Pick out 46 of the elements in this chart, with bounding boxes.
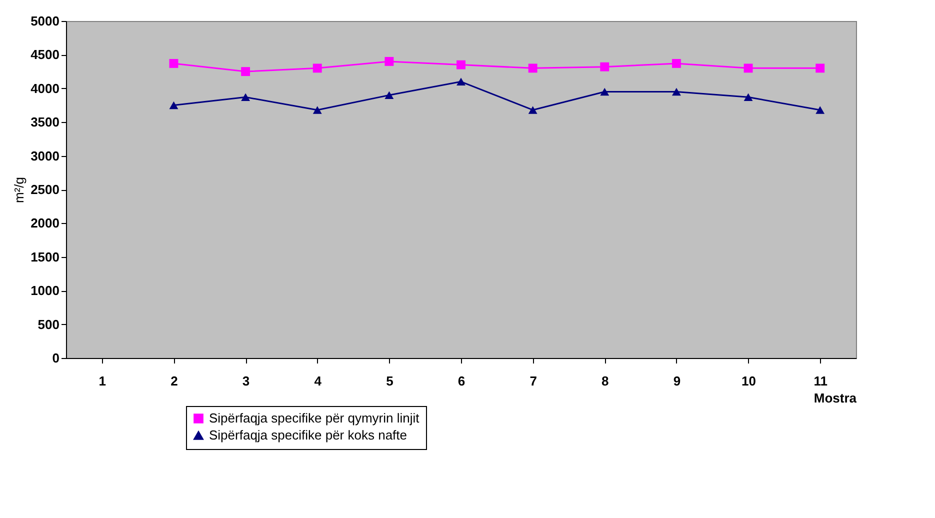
y-tick-label: 5000 bbox=[30, 14, 60, 28]
y-tick-label: 4000 bbox=[30, 80, 60, 96]
point bbox=[169, 101, 178, 110]
y-tick-label: 4500 bbox=[30, 47, 60, 62]
point bbox=[744, 93, 753, 102]
x-tick-label: 8 bbox=[602, 374, 609, 388]
y-tick-label: 500 bbox=[38, 316, 60, 332]
point bbox=[312, 106, 322, 114]
x-axis-title: Mostra bbox=[814, 390, 858, 406]
x-tick-label: 6 bbox=[458, 374, 466, 388]
y-tick-label: 1500 bbox=[30, 249, 60, 264]
point bbox=[528, 64, 538, 73]
point bbox=[672, 58, 681, 68]
x-tick-label: 1 bbox=[98, 374, 106, 388]
point bbox=[672, 88, 681, 96]
x-tick-label: 10 bbox=[742, 374, 756, 388]
x-tick-label: 9 bbox=[673, 374, 681, 388]
point bbox=[456, 78, 466, 86]
point bbox=[169, 58, 178, 68]
y-tick-label: 0 bbox=[52, 350, 60, 366]
point bbox=[600, 62, 610, 72]
point bbox=[384, 91, 394, 100]
point bbox=[456, 60, 466, 70]
y-tick-label: 2500 bbox=[30, 182, 60, 197]
point bbox=[600, 88, 610, 96]
y-tick-label: 3500 bbox=[30, 114, 60, 130]
x-tick-label: 5 bbox=[386, 374, 394, 388]
point bbox=[312, 64, 322, 73]
x-tick-label: 7 bbox=[530, 374, 537, 388]
point bbox=[528, 106, 538, 114]
x-tick-label: 4 bbox=[314, 374, 322, 388]
y-axis-title: m²/g bbox=[12, 177, 27, 203]
point bbox=[816, 106, 825, 114]
y-tick-label: 3000 bbox=[30, 148, 60, 164]
point bbox=[241, 67, 250, 76]
point bbox=[241, 93, 250, 102]
x-tick-label: 3 bbox=[242, 374, 250, 388]
legend-label: Sipërfaqja specifike për qymyrin linjit bbox=[209, 410, 420, 426]
x-tick-label: 11 bbox=[814, 374, 828, 388]
legend-label: Sipërfaqja specifike për koks nafte bbox=[209, 428, 407, 442]
x-tick-label: 2 bbox=[170, 374, 178, 388]
point bbox=[744, 64, 753, 73]
y-tick-label: 2000 bbox=[30, 216, 60, 231]
y-tick-label: 1000 bbox=[30, 283, 60, 298]
point bbox=[816, 64, 825, 73]
point bbox=[384, 56, 394, 66]
